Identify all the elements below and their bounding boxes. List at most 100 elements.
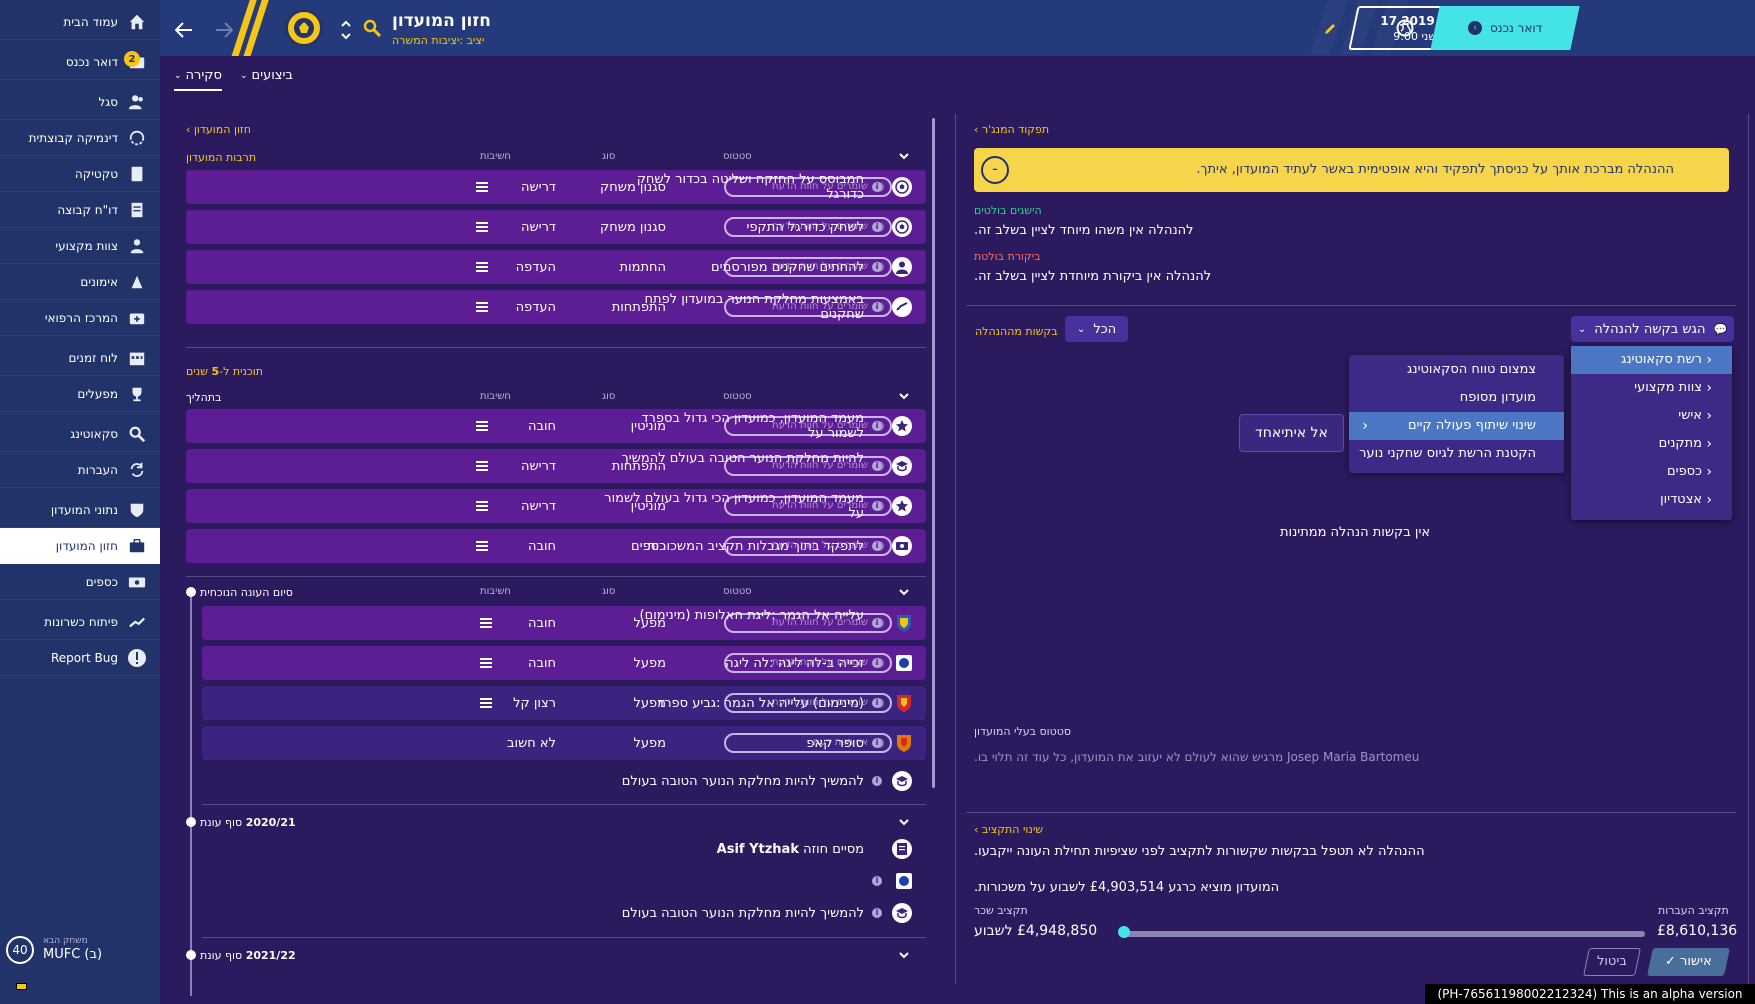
- sidebar-item-squad[interactable]: סגל: [0, 84, 160, 120]
- col-importance: חשיבות: [480, 391, 511, 402]
- info-icon[interactable]: i: [872, 618, 882, 628]
- objective-row[interactable]: שומרים על חוות הדעתi התפתחות דרישה להיות…: [186, 449, 926, 483]
- info-icon[interactable]: i: [872, 421, 882, 431]
- contract-row[interactable]: מסיים חוזה Asif Ytzhak: [202, 832, 926, 866]
- club-switch-icon[interactable]: [340, 18, 352, 42]
- medical-icon: [127, 308, 147, 328]
- objective-row[interactable]: שומרים על חוות הדעתi מפעל חובה עלייה אל …: [202, 606, 926, 640]
- objective-row[interactable]: שומרים על חוות הדעתi מפעל רצון קל (מינימ…: [202, 686, 926, 720]
- sidebar-item-competitions[interactable]: מפעלים: [0, 376, 160, 412]
- sidebar-item-home[interactable]: עמוד הבית: [0, 4, 160, 40]
- objective-row[interactable]: שומרים על חוות הדעתi סגנון משחק דרישה המ…: [186, 170, 926, 204]
- sidebar-item-dynamics[interactable]: דינמיקה קבוצתית: [0, 120, 160, 156]
- sidebar-item-club-info[interactable]: נתוני המועדון: [0, 492, 160, 528]
- club-vision-link[interactable]: חזון המועדון ›: [186, 123, 251, 136]
- menu-item-scouting-network[interactable]: ‹ רשת סקאוטינג: [1571, 346, 1732, 374]
- sidebar-item-transfers[interactable]: העברות: [0, 452, 160, 488]
- sidebar-item-scouting[interactable]: סקאוטינג: [0, 416, 160, 452]
- continue-button[interactable]: דואר נכנס ›: [1430, 6, 1580, 50]
- budget-change-link[interactable]: שינוי התקציב ›: [974, 823, 1044, 836]
- sidebar-item-staff[interactable]: צוות מקצועי: [0, 228, 160, 264]
- submenu-item-affiliated-club[interactable]: מועדון מסופח: [1459, 390, 1536, 405]
- make-request-button[interactable]: 💬 הגש בקשה להנהלה ⌄: [1571, 316, 1734, 342]
- info-icon[interactable]: i: [872, 262, 882, 272]
- menu-item-staff[interactable]: ‹ צוות מקצועי: [1571, 374, 1732, 402]
- make-request-label: הגש בקשה להנהלה: [1594, 321, 1706, 337]
- globe-icon[interactable]: [1395, 18, 1415, 38]
- neutral-face-icon: -: [981, 156, 1009, 184]
- submenu-item-reduce-scouting-range[interactable]: צמצום טווח הסקאוטינג: [1407, 362, 1536, 377]
- importance-bars-icon: [476, 421, 488, 431]
- info-icon[interactable]: i: [872, 658, 882, 668]
- collapse-chevron-icon[interactable]: [898, 949, 910, 961]
- cancel-button[interactable]: ביטול: [1583, 948, 1641, 976]
- submenu-item-change-affiliation[interactable]: ‹ שינוי שיתוף פעולה קיים: [1349, 412, 1564, 440]
- objective-row[interactable]: להמשיך להיות מחלקת הנוער הטובה בעולם i: [202, 764, 926, 798]
- next-match[interactable]: 40 משחק הבא MUFC (ב): [6, 936, 156, 966]
- sidebar-item-report-bug[interactable]: Report Bug: [0, 640, 160, 676]
- info-icon[interactable]: i: [872, 776, 882, 786]
- budget-slider-handle[interactable]: [1118, 926, 1130, 938]
- objective-row[interactable]: להמשיך להיות מחלקת הנוער הטובה בעולם i: [202, 896, 926, 930]
- sidebar-item-development[interactable]: פיתוח כשרונות: [0, 604, 160, 640]
- chat-bubble-icon: 💬: [1713, 322, 1728, 336]
- menu-item-personal[interactable]: ‹ אישי: [1571, 402, 1732, 430]
- objective-description: זכייה ב-לה ליגה :לה ליגה: [725, 656, 864, 671]
- manager-role-link[interactable]: תפקוד המנג'ר ›: [974, 123, 1050, 136]
- info-icon[interactable]: i: [872, 302, 882, 312]
- confirm-button[interactable]: ✓ אישור: [1647, 948, 1730, 976]
- collapse-chevron-icon[interactable]: [898, 586, 910, 598]
- tab-overview[interactable]: סקירה ⌄: [174, 68, 222, 91]
- forward-arrow-icon[interactable]: [214, 20, 234, 40]
- sidebar-item-team-report[interactable]: דו"ח קבוצה: [0, 192, 160, 228]
- objective-row[interactable]: שומרים על חוות הדעתi התפתחות העדפה באמצע…: [186, 290, 926, 324]
- budget-slider[interactable]: [1124, 931, 1645, 937]
- info-icon[interactable]: i: [872, 908, 882, 918]
- info-icon[interactable]: i: [872, 738, 882, 748]
- achievements-text: להנהלה אין משהו מיוחד לציין בשלב זה.: [974, 223, 1194, 238]
- objective-importance: חובה: [527, 539, 556, 554]
- back-arrow-icon[interactable]: [174, 20, 194, 40]
- info-icon[interactable]: i: [872, 222, 882, 232]
- info-icon[interactable]: i: [872, 182, 882, 192]
- collapse-chevron-icon[interactable]: [898, 390, 910, 402]
- objective-row[interactable]: שומרים על חוות הדעתi מוניטין דרישה מעמד …: [186, 489, 926, 523]
- search-icon[interactable]: [362, 18, 382, 38]
- objective-row[interactable]: שומרים על חוות הדעתi כספים חובה לתפקד בת…: [186, 529, 926, 563]
- collapse-chevron-icon[interactable]: [898, 150, 910, 162]
- club-vision-icon: [127, 536, 147, 556]
- objective-row[interactable]: שומרים על חוות הדעתi מוניטין חובה מעמד ה…: [186, 409, 926, 443]
- dismiss-button[interactable]: אל איתיאחד: [1239, 414, 1344, 452]
- club-crest-icon[interactable]: [285, 9, 323, 47]
- sidebar-item-label: סקאוטינג: [70, 426, 118, 441]
- objective-row[interactable]: שומרים על חוות הדעתi מפעל חובה זכייה ב-ל…: [202, 646, 926, 680]
- objective-importance: דרישה: [520, 220, 556, 235]
- sidebar-item-medical[interactable]: המרכז הרפואי: [0, 300, 160, 336]
- submenu-item-reduce-youth-recruitment[interactable]: הקטנת הרשת לגיוס שחקני נוער: [1359, 446, 1536, 461]
- tab-performance[interactable]: ביצועים ⌄: [240, 68, 293, 83]
- info-icon[interactable]: i: [872, 876, 882, 886]
- menu-item-facilities[interactable]: ‹ מתקנים: [1571, 430, 1732, 458]
- info-icon[interactable]: i: [872, 541, 882, 551]
- info-icon[interactable]: i: [872, 461, 882, 471]
- sidebar-item-tactics[interactable]: טקטיקה: [0, 156, 160, 192]
- objective-row[interactable]: אין חוות דעתi מפעל לא חשוב סופר קאפ i: [202, 726, 926, 760]
- left-scrollbar[interactable]: [932, 118, 935, 788]
- menu-item-stadium[interactable]: ‹ אצטדיון: [1571, 486, 1732, 514]
- objective-row[interactable]: שומרים על חוות הדעתi החתמות העדפה להחתים…: [186, 250, 926, 284]
- sidebar-item-inbox[interactable]: 2 דואר נכנס: [0, 44, 160, 80]
- menu-item-finances[interactable]: ‹ כספים: [1571, 458, 1732, 486]
- objective-row[interactable]: i: [202, 864, 926, 898]
- sidebar-item-training[interactable]: אימונים: [0, 264, 160, 300]
- chevron-left-icon: ‹: [1706, 436, 1712, 452]
- sidebar-item-finances[interactable]: כספים: [0, 564, 160, 600]
- collapse-chevron-icon[interactable]: [898, 816, 910, 828]
- pencil-icon[interactable]: [1323, 22, 1337, 36]
- chevron-left-icon: ‹: [1706, 352, 1712, 368]
- info-icon[interactable]: i: [872, 698, 882, 708]
- sidebar-item-club-vision[interactable]: חזון המועדון: [0, 528, 160, 564]
- requests-filter-dropdown[interactable]: הכל ⌄: [1065, 316, 1128, 342]
- sidebar-item-schedule[interactable]: לוח זמנים: [0, 340, 160, 376]
- objective-row[interactable]: שומרים על חוות הדעתi סגנון משחק דרישה לש…: [186, 210, 926, 244]
- info-icon[interactable]: i: [872, 501, 882, 511]
